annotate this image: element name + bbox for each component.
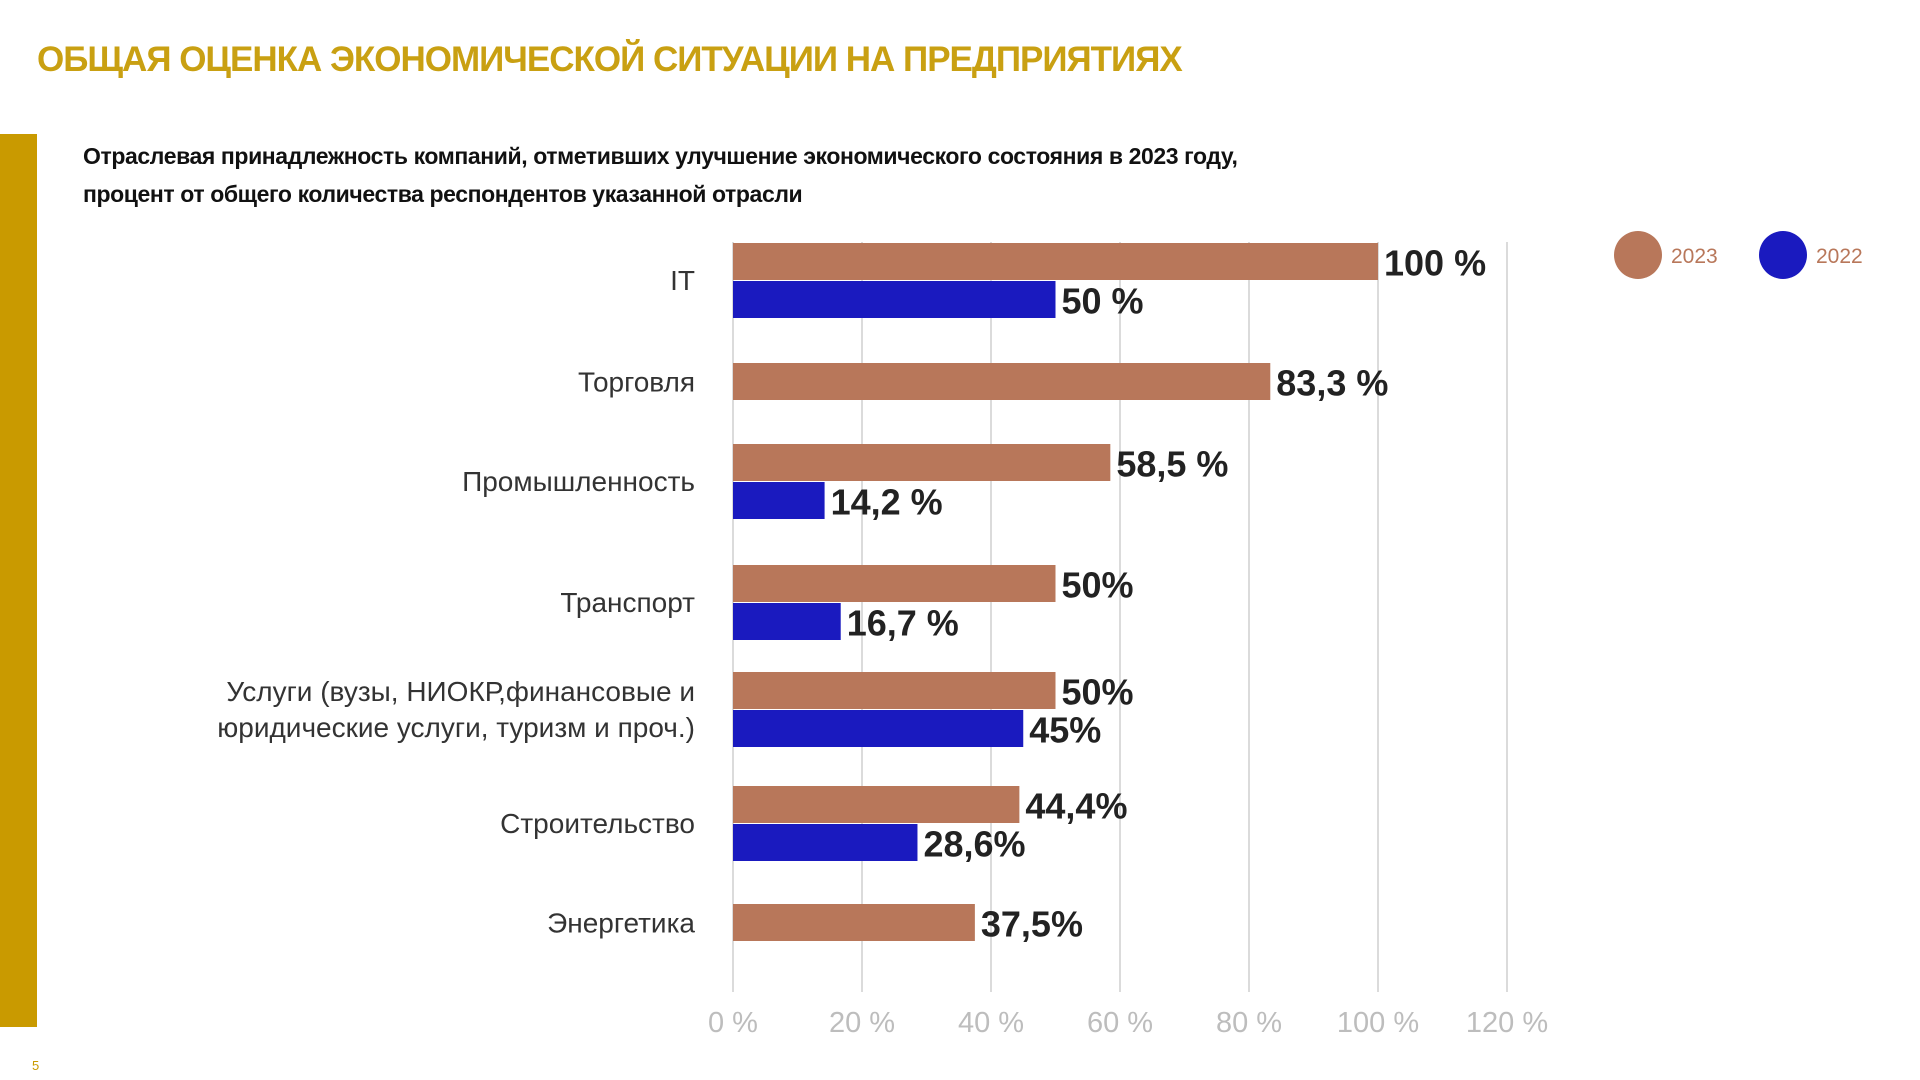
value-label-2023: 37,5% <box>981 904 1083 945</box>
value-label-2022: 50 % <box>1062 281 1144 322</box>
category-label: Торговля <box>578 367 695 398</box>
value-label-2023: 44,4% <box>1025 786 1127 827</box>
subtitle-line-1: Отраслевая принадлежность компаний, отме… <box>83 143 1238 169</box>
category-label: Услуги (вузы, НИОКР,финансовые и <box>226 676 695 707</box>
x-tick-label: 100 % <box>1337 1007 1419 1039</box>
category-label: Промышленность <box>462 466 695 497</box>
legend-marker-2022 <box>1759 231 1807 279</box>
value-label-2022: 16,7 % <box>847 603 959 644</box>
bar-2023 <box>733 363 1271 400</box>
x-tick-label: 20 % <box>829 1007 895 1039</box>
page-title: ОБЩАЯ ОЦЕНКА ЭКОНОМИЧЕСКОЙ СИТУАЦИИ НА П… <box>37 40 1183 79</box>
accent-sidebar-bar <box>0 134 37 1027</box>
value-label-2023: 50% <box>1062 672 1134 713</box>
bar-2022 <box>733 603 841 640</box>
value-label-2023: 50% <box>1062 565 1134 606</box>
bar-2023 <box>733 444 1111 481</box>
bar-2022 <box>733 710 1024 747</box>
value-label-2023: 58,5 % <box>1116 444 1228 485</box>
legend-label-2023: 2023 <box>1671 245 1718 268</box>
value-label-2022: 45% <box>1029 710 1101 751</box>
bar-2022 <box>733 482 825 519</box>
legend-label-2022: 2022 <box>1816 245 1863 268</box>
x-tick-label: 120 % <box>1466 1007 1548 1039</box>
chart-subtitle: Отраслевая принадлежность компаний, отме… <box>83 137 1238 213</box>
bar-2022 <box>733 824 918 861</box>
bar-2023 <box>733 672 1056 709</box>
bar-2023 <box>733 904 975 941</box>
x-tick-label: 0 % <box>708 1007 758 1039</box>
category-label: юридические услуги, туризм и проч.) <box>217 712 695 743</box>
page-number: 5 <box>32 1058 40 1073</box>
category-label: Строительство <box>500 808 695 839</box>
x-tick-label: 40 % <box>958 1007 1024 1039</box>
bar-2023 <box>733 786 1020 823</box>
category-label: Энергетика <box>547 908 695 939</box>
legend-marker-2023 <box>1614 231 1662 279</box>
x-tick-label: 80 % <box>1216 1007 1282 1039</box>
value-label-2023: 100 % <box>1384 243 1486 284</box>
bar-2023 <box>733 565 1056 602</box>
value-label-2022: 28,6% <box>923 824 1025 865</box>
bar-2023 <box>733 243 1378 280</box>
x-tick-label: 60 % <box>1087 1007 1153 1039</box>
category-label: Транспорт <box>560 587 695 618</box>
value-label-2023: 83,3 % <box>1276 363 1388 404</box>
subtitle-line-2: процент от общего количества респонденто… <box>83 181 803 207</box>
value-label-2022: 14,2 % <box>831 482 943 523</box>
bar-2022 <box>733 281 1056 318</box>
category-label: IT <box>670 265 695 296</box>
